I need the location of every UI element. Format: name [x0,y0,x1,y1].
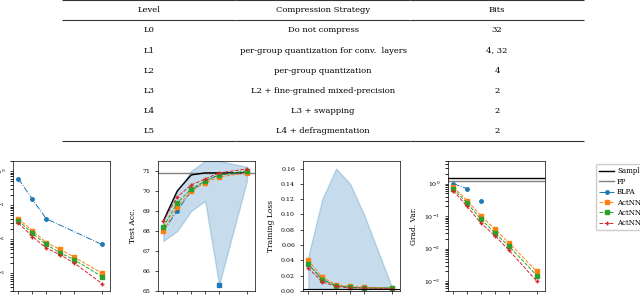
Y-axis label: Training Loss: Training Loss [268,200,275,252]
Legend: Sample, FP, BLPA, ActNN (L2), ActNN (L2.5), ActNN (L3): Sample, FP, BLPA, ActNN (L2), ActNN (L2.… [596,164,640,230]
Y-axis label: Test Acc.: Test Acc. [129,208,136,243]
Y-axis label: Grad. Var.: Grad. Var. [410,207,419,245]
